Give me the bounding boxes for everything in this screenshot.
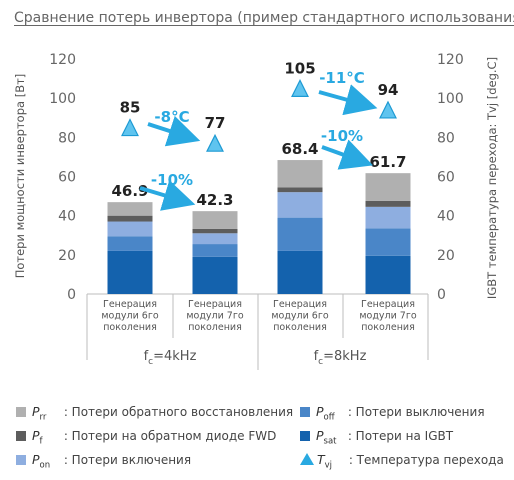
legend-symbol: Tvj bbox=[317, 452, 333, 471]
legend-symbol: Prr bbox=[32, 404, 47, 423]
bar-segment-poff bbox=[277, 217, 323, 251]
bar-segment-pf bbox=[192, 228, 238, 234]
legend-label: : Потери на обратном диоде FWD bbox=[60, 429, 277, 443]
legend-label: : Потери выключения bbox=[344, 405, 485, 419]
x-category-label: Генерация модули 6го поколения bbox=[271, 299, 328, 333]
loss-delta-8khz: -10% bbox=[321, 127, 363, 145]
bar-segment-poff bbox=[192, 244, 238, 257]
bar-segment-pf bbox=[277, 187, 323, 193]
legend-symbol: Pon bbox=[32, 452, 51, 471]
legend-label: : Потери обратного восстановления bbox=[60, 405, 294, 419]
legend-label: : Температура перехода bbox=[345, 453, 504, 467]
y-tick-label-left: 120 bbox=[49, 52, 76, 68]
temp-delta-4khz: -8°C bbox=[154, 108, 189, 126]
bar-segment-prr bbox=[192, 211, 238, 229]
y-tick-label-right: 0 bbox=[437, 287, 446, 303]
legend-item-poff: Poff : Потери выключения bbox=[300, 404, 485, 423]
x-category-label: Генерация модули 6го поколения bbox=[101, 299, 158, 333]
bar-total-label: 61.7 bbox=[369, 153, 406, 171]
bar-segment-pf bbox=[365, 200, 411, 207]
axes: 0 0 20 20 40 40 60 60 80 80 100 100 120 120 Потери мощ… bbox=[13, 52, 499, 370]
y-tick-label-right: 120 bbox=[437, 52, 464, 68]
bar-segment-prr bbox=[365, 173, 411, 201]
bar-segment-psat bbox=[365, 255, 411, 294]
x-category-label: Генерация модули 7го поколения bbox=[359, 299, 416, 333]
y-tick-label-left: 80 bbox=[58, 130, 76, 146]
legend-label: : Потери включения bbox=[60, 453, 192, 467]
tvj-triangle-marker bbox=[291, 79, 309, 97]
chart-title: Сравнение потерь инвертора (пример станд… bbox=[14, 10, 514, 26]
bar-segment-pon bbox=[365, 206, 411, 229]
tvj-triangle-marker bbox=[121, 118, 139, 137]
bar-segment-psat bbox=[107, 250, 153, 294]
y-axis-label-right: IGBT температура перехода: Tvj [deg.C] bbox=[485, 57, 499, 299]
loss-arrow-8khz bbox=[321, 139, 374, 170]
bar-segment-pon bbox=[277, 192, 323, 218]
y-tick-label-right: 40 bbox=[437, 209, 455, 225]
inverter-loss-chart: 0 0 20 20 40 40 60 60 80 80 100 100 120 120 Потери мощ… bbox=[13, 52, 499, 370]
y-tick-label-right: 20 bbox=[437, 248, 455, 264]
group-label: fc=8kHz bbox=[314, 349, 367, 367]
legend-swatch bbox=[300, 431, 310, 441]
bar-segment-psat bbox=[277, 250, 323, 294]
legend-item-tvj: Tvj : Температура перехода bbox=[300, 452, 504, 471]
bar-segment-poff bbox=[107, 236, 153, 251]
bar-segment-prr bbox=[277, 160, 323, 188]
x-category-label: Генерация модули 7го поколения bbox=[186, 299, 243, 333]
bar-total-label: 46.9 bbox=[111, 182, 148, 200]
loss-arrow-4khz bbox=[139, 180, 196, 211]
tvj-value-label: 85 bbox=[120, 99, 141, 117]
legend-symbol: Psat bbox=[316, 428, 337, 447]
bar-segment-prr bbox=[107, 202, 153, 216]
bar-segment-poff bbox=[365, 228, 411, 256]
bar-total-label: 68.4 bbox=[281, 140, 318, 158]
bar-segment-pon bbox=[107, 221, 153, 237]
y-tick-label-right: 60 bbox=[437, 170, 455, 186]
legend-swatch bbox=[16, 455, 26, 465]
legend-symbol: Poff bbox=[316, 404, 335, 423]
tvj-triangle-marker bbox=[379, 100, 397, 119]
tvj-value-label: 105 bbox=[284, 59, 315, 77]
bar-segment-psat bbox=[192, 256, 238, 294]
bar-segment-pon bbox=[192, 233, 238, 245]
temp-delta-8khz: -11°C bbox=[319, 69, 365, 87]
group-label: fc=4kHz bbox=[144, 349, 197, 367]
legend-swatch bbox=[16, 431, 26, 441]
y-tick-label-right: 80 bbox=[437, 130, 455, 146]
y-tick-label-left: 0 bbox=[67, 287, 76, 303]
legend-item-pon: Pon : Потери включения bbox=[16, 452, 191, 471]
legend-item-psat: Psat : Потери на IGBT bbox=[300, 428, 453, 447]
loss-delta-4khz: -10% bbox=[151, 171, 193, 189]
tvj-value-label: 94 bbox=[378, 81, 399, 99]
y-tick-label-left: 40 bbox=[58, 209, 76, 225]
bar-segment-pf bbox=[107, 215, 153, 222]
y-axis-label-left: Потери мощности инвертора [Вт] bbox=[13, 74, 27, 279]
legend-symbol: Pf bbox=[32, 428, 43, 447]
y-tick-label-left: 100 bbox=[49, 91, 76, 107]
temp-arrow-8khz bbox=[318, 84, 378, 116]
temp-arrow-4khz bbox=[147, 115, 201, 147]
y-tick-label-left: 60 bbox=[58, 170, 76, 186]
legend-item-pf: Pf : Потери на обратном диоде FWD bbox=[16, 428, 276, 447]
bar-total-label: 42.3 bbox=[196, 191, 233, 209]
annotations: 46.9 42.3 68.4 61.7 85 77 105 94 -8°C -10% -11°C -1… bbox=[111, 59, 407, 211]
legend-swatch bbox=[300, 407, 310, 417]
legend-triangle-icon bbox=[300, 453, 314, 465]
tvj-triangle-marker bbox=[206, 133, 224, 152]
tvj-value-label: 77 bbox=[205, 114, 226, 132]
y-tick-label-right: 100 bbox=[437, 91, 464, 107]
bars bbox=[107, 160, 411, 294]
legend-swatch bbox=[16, 407, 26, 417]
y-tick-label-left: 20 bbox=[58, 248, 76, 264]
legend-item-prr: Prr : Потери обратного восстановления bbox=[16, 404, 293, 423]
legend-label: : Потери на IGBT bbox=[344, 429, 454, 443]
